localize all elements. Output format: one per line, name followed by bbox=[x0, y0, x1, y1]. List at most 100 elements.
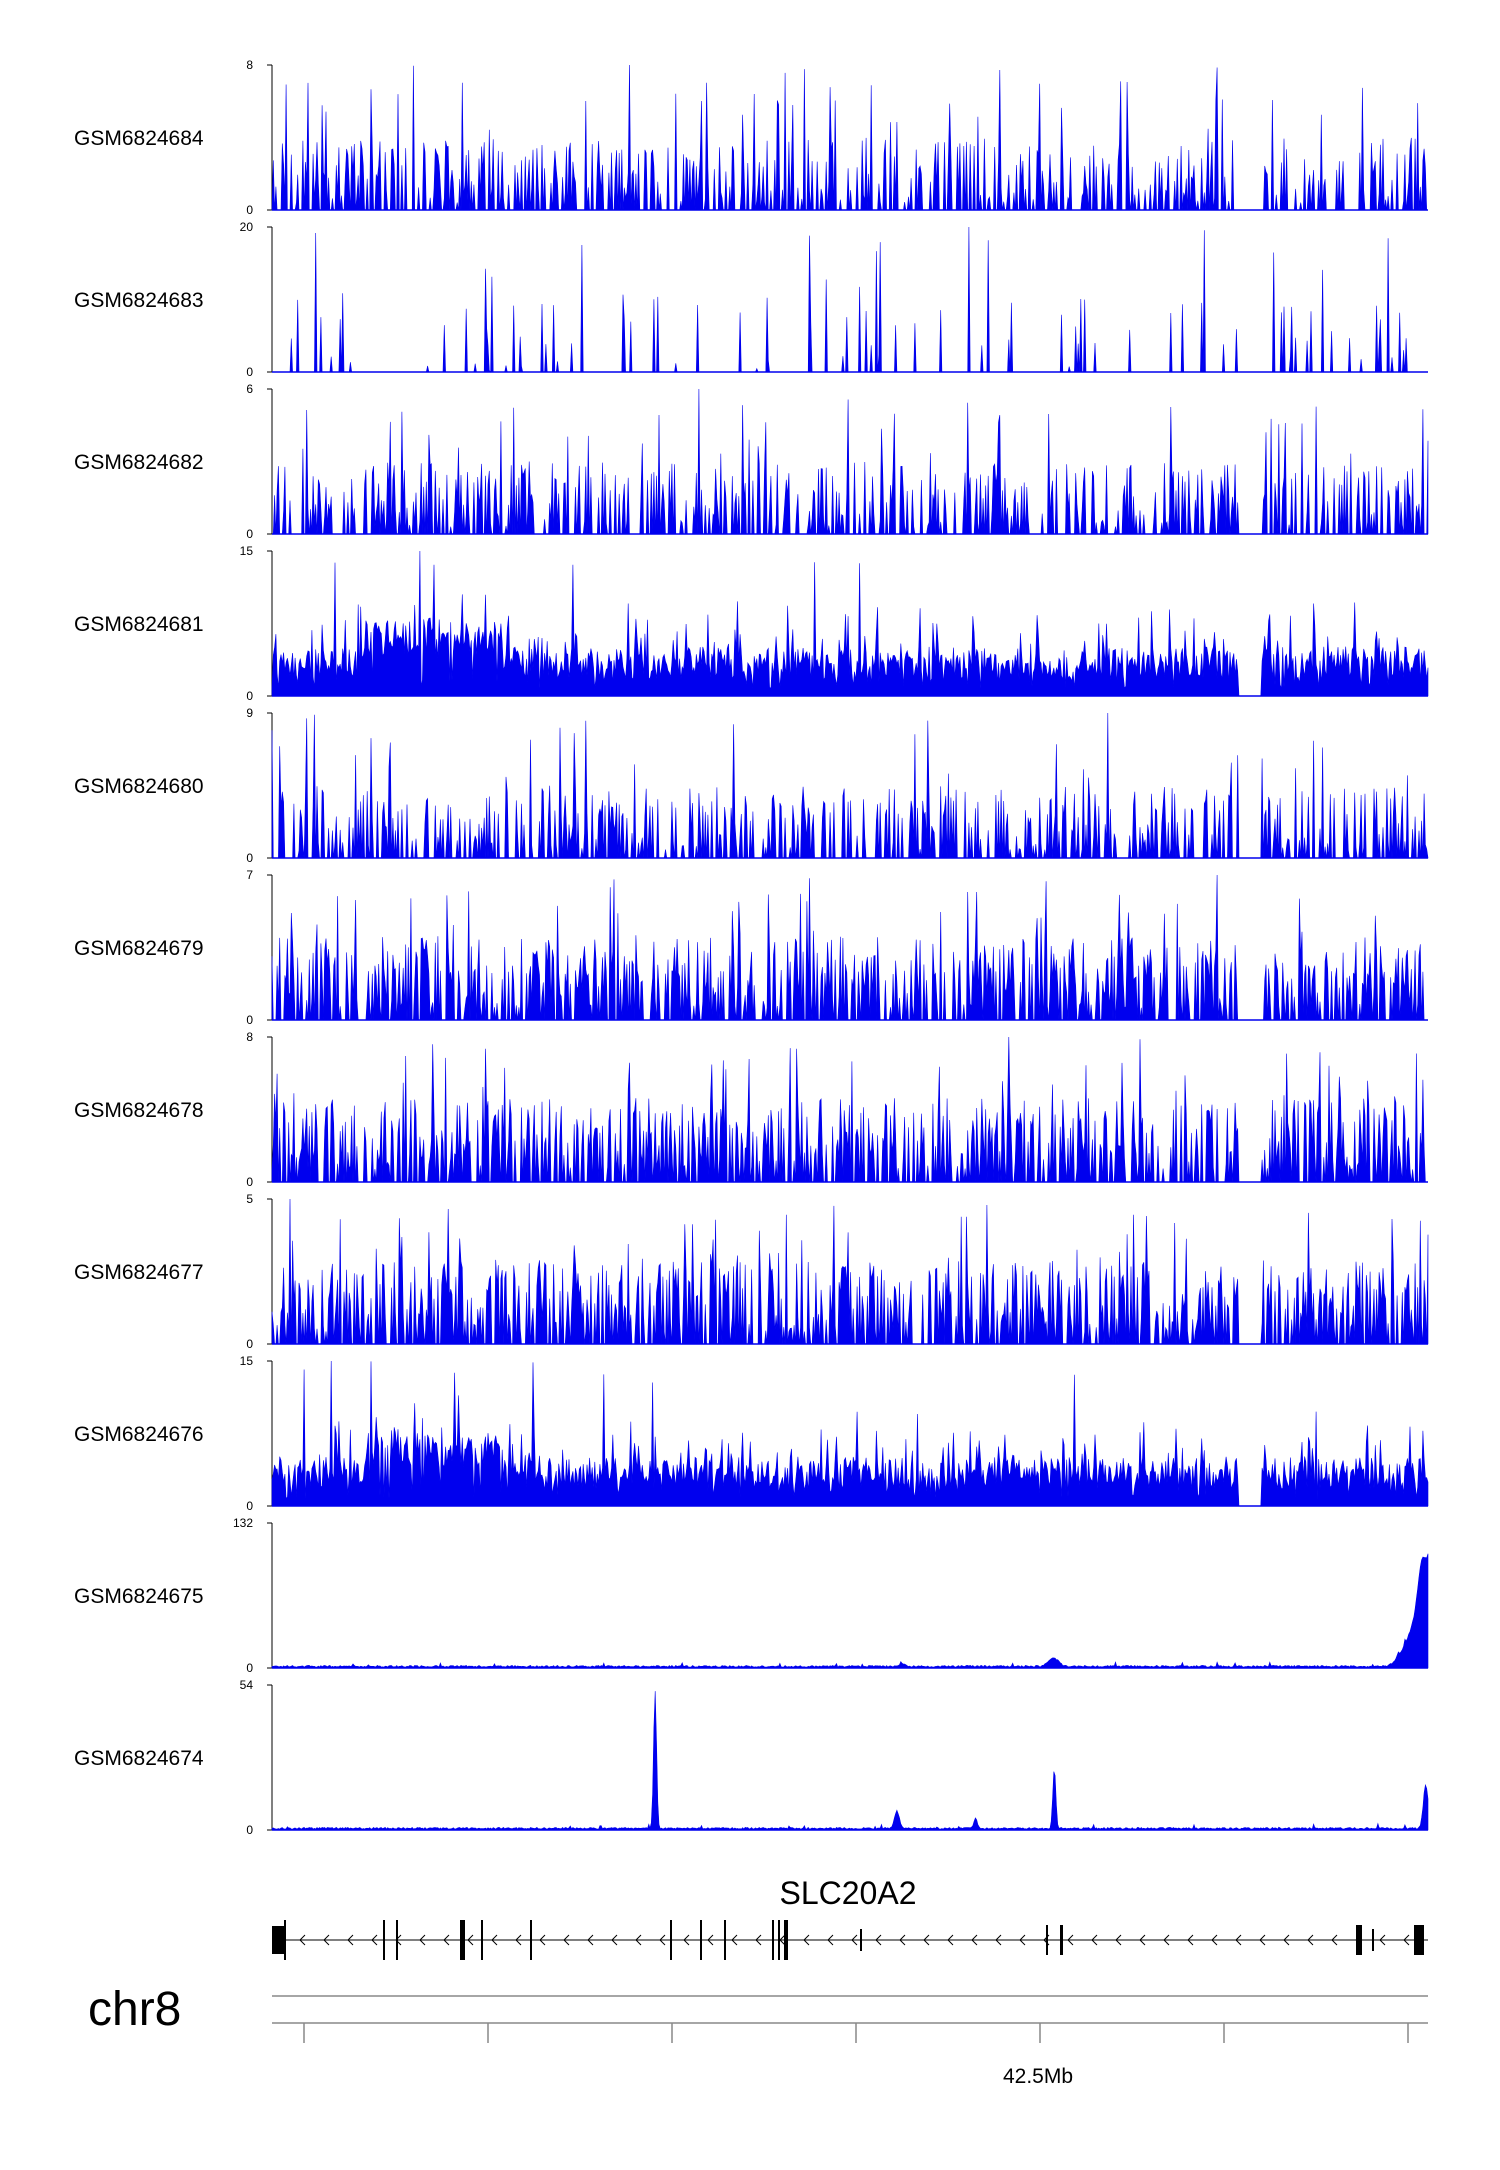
strand-arrow bbox=[659, 1934, 666, 1946]
strand-arrow bbox=[419, 1934, 426, 1946]
y-max-label: 9 bbox=[246, 706, 253, 720]
y-min-label: 0 bbox=[246, 203, 253, 217]
strand-arrow bbox=[1379, 1934, 1386, 1946]
strand-arrow bbox=[1067, 1934, 1074, 1946]
strand-arrow bbox=[1331, 1934, 1338, 1946]
gene-track: SLC20A2 bbox=[272, 1875, 1428, 1960]
strand-arrow bbox=[515, 1934, 522, 1946]
chromosome-ruler: chr8 42.5Mb bbox=[88, 1983, 1428, 2088]
strand-arrow bbox=[587, 1934, 594, 1946]
track-name-label: GSM6824679 bbox=[74, 937, 204, 960]
exon-block bbox=[284, 1920, 286, 1960]
exon-block bbox=[724, 1920, 726, 1960]
track-GSM6824684: GSM6824684 8 0 bbox=[74, 58, 1428, 217]
strand-arrow bbox=[371, 1934, 378, 1946]
track-GSM6824675: GSM6824675 132 0 bbox=[74, 1516, 1429, 1675]
track-GSM6824680: GSM6824680 9 0 bbox=[74, 706, 1429, 865]
signal-area bbox=[271, 1691, 1429, 1831]
strand-arrow bbox=[923, 1934, 930, 1946]
strand-arrow bbox=[731, 1934, 738, 1946]
signal-area bbox=[272, 226, 1428, 373]
strand-arrow bbox=[467, 1934, 474, 1946]
strand-arrow bbox=[1235, 1934, 1242, 1946]
strand-arrow bbox=[827, 1934, 834, 1946]
exon-block bbox=[272, 1926, 284, 1954]
track-name-label: GSM6824676 bbox=[74, 1423, 204, 1446]
strand-arrow bbox=[1163, 1934, 1170, 1946]
signal-area bbox=[271, 874, 1428, 1021]
chromosome-label: chr8 bbox=[88, 1983, 181, 2036]
signal-area bbox=[271, 550, 1429, 697]
y-min-label: 0 bbox=[246, 527, 253, 541]
y-min-label: 0 bbox=[246, 1499, 253, 1513]
strand-arrow bbox=[995, 1934, 1002, 1946]
exon-block bbox=[772, 1920, 774, 1960]
strand-arrow bbox=[635, 1934, 642, 1946]
y-min-label: 0 bbox=[246, 1661, 253, 1675]
y-max-label: 54 bbox=[240, 1678, 254, 1692]
track-GSM6824677: GSM6824677 5 0 bbox=[74, 1192, 1429, 1351]
strand-arrow bbox=[323, 1934, 330, 1946]
y-min-label: 0 bbox=[246, 1013, 253, 1027]
strand-arrow bbox=[1403, 1934, 1410, 1946]
strand-arrow bbox=[443, 1934, 450, 1946]
strand-arrow bbox=[875, 1934, 882, 1946]
exon-block bbox=[784, 1920, 788, 1960]
track-GSM6824679: GSM6824679 7 0 bbox=[74, 868, 1428, 1027]
track-GSM6824674: GSM6824674 54 0 bbox=[74, 1678, 1429, 1837]
track-GSM6824678: GSM6824678 8 0 bbox=[74, 1030, 1428, 1189]
gene-model-slc20a2 bbox=[272, 1920, 1428, 1960]
y-max-label: 8 bbox=[246, 1030, 253, 1044]
strand-arrow bbox=[1139, 1934, 1146, 1946]
strand-arrow bbox=[611, 1934, 618, 1946]
y-max-label: 5 bbox=[246, 1192, 253, 1206]
strand-arrow bbox=[563, 1934, 570, 1946]
signal-area bbox=[271, 1553, 1429, 1669]
strand-arrow bbox=[755, 1934, 762, 1946]
strand-arrow bbox=[1187, 1934, 1194, 1946]
signal-area bbox=[271, 1360, 1429, 1507]
strand-arrow bbox=[971, 1934, 978, 1946]
signal-area bbox=[271, 1036, 1428, 1183]
track-name-label: GSM6824675 bbox=[74, 1585, 204, 1608]
strand-arrow bbox=[1019, 1934, 1026, 1946]
y-min-label: 0 bbox=[246, 1337, 253, 1351]
y-max-label: 15 bbox=[240, 544, 254, 558]
coordinate-tick-label: 42.5Mb bbox=[1003, 2065, 1073, 2088]
track-GSM6824683: GSM6824683 20 0 bbox=[74, 220, 1428, 379]
strand-arrow bbox=[299, 1934, 306, 1946]
y-min-label: 0 bbox=[246, 689, 253, 703]
strand-arrow bbox=[947, 1934, 954, 1946]
y-min-label: 0 bbox=[246, 851, 253, 865]
y-max-label: 15 bbox=[240, 1354, 254, 1368]
strand-arrow bbox=[851, 1934, 858, 1946]
track-name-label: GSM6824681 bbox=[74, 613, 204, 636]
exon-block bbox=[1060, 1925, 1063, 1955]
y-min-label: 0 bbox=[246, 365, 253, 379]
exon-block bbox=[530, 1920, 532, 1960]
y-max-label: 132 bbox=[233, 1516, 253, 1530]
track-name-label: GSM6824682 bbox=[74, 451, 204, 474]
signal-area bbox=[271, 64, 1428, 211]
strand-arrow bbox=[539, 1934, 546, 1946]
exon-block bbox=[1356, 1925, 1362, 1955]
exon-block bbox=[860, 1929, 862, 1951]
track-GSM6824676: GSM6824676 15 0 bbox=[74, 1354, 1429, 1513]
exon-block bbox=[481, 1920, 483, 1960]
strand-arrow bbox=[803, 1934, 810, 1946]
strand-arrow bbox=[1283, 1934, 1290, 1946]
y-max-label: 7 bbox=[246, 868, 253, 882]
strand-arrow bbox=[707, 1934, 714, 1946]
strand-arrow bbox=[347, 1934, 354, 1946]
exon-block bbox=[383, 1920, 385, 1960]
track-name-label: GSM6824678 bbox=[74, 1099, 204, 1122]
strand-arrow bbox=[1091, 1934, 1098, 1946]
exon-block bbox=[1046, 1925, 1048, 1955]
strand-arrow bbox=[899, 1934, 906, 1946]
ruler-ticks bbox=[303, 2023, 1409, 2043]
exon-block bbox=[460, 1920, 465, 1960]
strand-arrow bbox=[1211, 1934, 1218, 1946]
y-min-label: 0 bbox=[246, 1823, 253, 1837]
exon-block bbox=[778, 1920, 780, 1960]
